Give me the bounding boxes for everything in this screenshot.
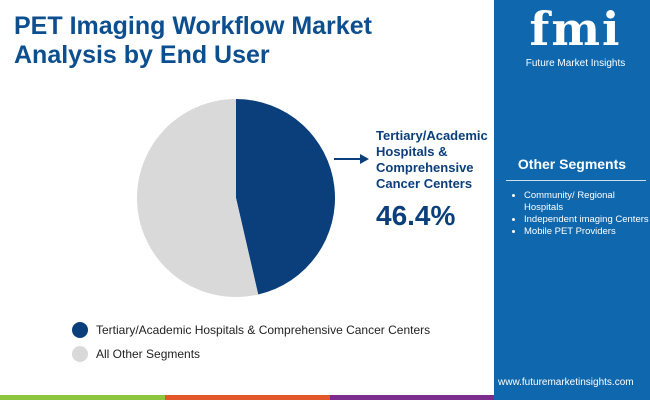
legend-swatch bbox=[72, 322, 88, 338]
pie-slice bbox=[136, 99, 259, 297]
list-item: Independent imaging Centers bbox=[524, 214, 649, 226]
legend-label: All Other Segments bbox=[96, 347, 201, 361]
logo-text: Future Market Insights bbox=[525, 58, 626, 69]
other-segments-list: Community/ Regional Hospitals Independen… bbox=[508, 190, 649, 238]
legend-item: All Other Segments bbox=[72, 346, 200, 362]
sidebar: fmi Future Market Insights Other Segment… bbox=[494, 0, 650, 400]
other-segments-heading: Other Segments bbox=[517, 156, 627, 172]
legend-swatch bbox=[72, 346, 88, 362]
callout-label: Tertiary/Academic Hospitals & Comprehens… bbox=[376, 128, 488, 191]
footer-bar-green bbox=[0, 395, 165, 400]
fmi-logo: fmi bbox=[529, 2, 622, 56]
divider bbox=[506, 180, 646, 181]
website-link[interactable]: www.futuremarketinsights.com bbox=[498, 377, 634, 388]
list-item: Mobile PET Providers bbox=[524, 226, 649, 238]
callout-arrow-icon bbox=[360, 154, 369, 164]
footer-bar-purple bbox=[330, 395, 494, 400]
pie-chart bbox=[136, 99, 369, 297]
legend-label: Tertiary/Academic Hospitals & Comprehens… bbox=[96, 323, 431, 337]
page-title: PET Imaging Workflow Market Analysis by … bbox=[14, 12, 372, 69]
legend-item: Tertiary/Academic Hospitals & Comprehens… bbox=[72, 322, 430, 338]
footer-bar-orange bbox=[165, 395, 330, 400]
pie-slice bbox=[236, 99, 335, 295]
list-item: Community/ Regional Hospitals bbox=[524, 190, 649, 214]
callout-value: 46.4% bbox=[376, 200, 456, 231]
